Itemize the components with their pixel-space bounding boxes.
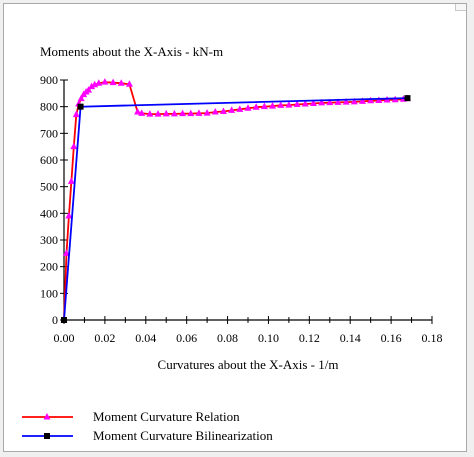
data-point: [187, 109, 195, 117]
x-tick-label: 0.00: [54, 331, 75, 345]
data-point: [350, 97, 358, 105]
data-point: [154, 110, 162, 117]
legend-label-2: Moment Curvature Bilinearization: [93, 428, 273, 443]
x-tick-label: 0.12: [299, 331, 320, 345]
panel-corner-decoration: [455, 4, 466, 11]
legend-marker-1: [43, 413, 51, 420]
legend: Moment Curvature Relation Moment Curvatur…: [22, 409, 273, 443]
x-tick-group: 0.00 0.02 0.04 0.06 0.08 0.10 0.12 0.14 0.16 0.18: [54, 316, 443, 345]
legend-marker-2: [44, 433, 50, 439]
data-point: [109, 78, 117, 86]
data-point: [85, 86, 93, 93]
x-axis-label: Curvatures about the X-Axis - 1/m: [158, 357, 339, 372]
data-point: [88, 82, 96, 90]
data-point: [269, 102, 277, 109]
data-point: [219, 107, 227, 114]
data-point: [375, 96, 383, 104]
data-point: [367, 96, 375, 104]
data-point: [309, 99, 317, 106]
data-point: [277, 101, 285, 108]
y-tick-label: 200: [40, 260, 58, 274]
x-tick-label: 0.06: [176, 331, 197, 345]
y-tick-label: 600: [40, 153, 58, 167]
data-point: [301, 100, 309, 107]
series-line-1: [63, 81, 408, 321]
chart-panel: [3, 3, 467, 452]
data-point: [252, 103, 260, 110]
data-point: [117, 79, 125, 86]
data-point: [72, 110, 80, 118]
x-tick-label: 0.16: [381, 331, 402, 345]
data-point: [404, 95, 411, 102]
data-point: [195, 109, 203, 116]
y-tick-label: 500: [40, 180, 58, 194]
data-point: [326, 98, 334, 106]
data-point: [236, 105, 244, 112]
x-tick-label: 0.04: [135, 331, 156, 345]
data-point: [260, 102, 268, 110]
legend-label-1: Moment Curvature Relation: [93, 409, 240, 424]
y-tick-label: 300: [40, 233, 58, 247]
data-point: [162, 109, 170, 117]
data-point: [342, 98, 350, 105]
x-tick-label: 0.10: [258, 331, 279, 345]
data-point: [138, 109, 146, 116]
data-point: [134, 108, 142, 115]
data-point: [65, 212, 73, 219]
x-tick-label: 0.02: [94, 331, 115, 345]
y-tick-label: 700: [40, 126, 58, 140]
series-layer: [60, 78, 411, 323]
data-point: [125, 80, 133, 87]
data-point: [70, 142, 78, 150]
y-tick-label: 400: [40, 206, 58, 220]
series-line-2: [63, 97, 408, 321]
data-point: [67, 177, 75, 184]
data-point: [244, 104, 252, 111]
x-tick-label: 0.14: [340, 331, 361, 345]
data-point: [293, 100, 301, 108]
y-tick-label: 800: [40, 100, 58, 114]
chart-title: Moments about the X-Axis - kN-m: [40, 44, 223, 59]
data-point: [95, 79, 103, 86]
y-tick-group: 0 100 200 300 400 500 600 700 800 900: [40, 73, 68, 327]
data-point: [318, 98, 326, 106]
data-point: [77, 94, 85, 102]
y-tick-label: 0: [52, 313, 58, 327]
x-tick-label: 0.08: [217, 331, 238, 345]
data-point: [203, 109, 211, 116]
data-point: [358, 97, 366, 104]
data-point: [77, 103, 84, 110]
data-point: [285, 101, 293, 108]
data-point: [170, 109, 178, 117]
data-point: [228, 106, 236, 113]
x-tick-label: 0.18: [422, 331, 443, 345]
y-tick-label: 900: [40, 73, 58, 87]
data-point: [211, 108, 219, 115]
data-point: [146, 110, 154, 117]
data-point: [179, 109, 187, 117]
data-point: [334, 98, 342, 105]
data-point: [101, 78, 109, 85]
data-point: [62, 249, 70, 256]
y-tick-label: 100: [40, 286, 58, 300]
data-point: [61, 317, 67, 323]
